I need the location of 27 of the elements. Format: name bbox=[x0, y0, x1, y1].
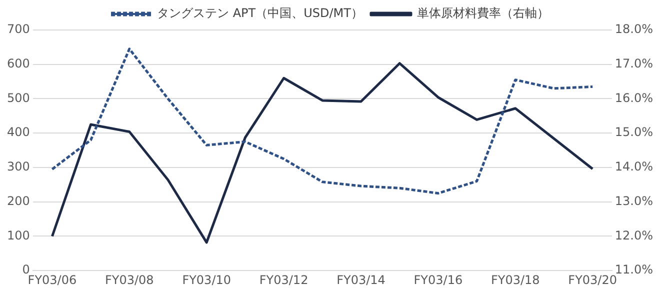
y-tick-label: 700 bbox=[7, 22, 30, 36]
y2-tick-label: 18.0% bbox=[614, 22, 654, 36]
x-tick-label: FY03/20 bbox=[568, 272, 617, 287]
legend-label: 単体原材料費率（右軸） bbox=[416, 6, 549, 20]
x-tick-label: FY03/12 bbox=[259, 272, 308, 287]
y2-tick-label: 13.0% bbox=[614, 194, 654, 208]
x-tick-label: FY03/18 bbox=[490, 272, 540, 287]
y2-tick-label: 15.0% bbox=[614, 125, 654, 140]
y2-tick-label: 16.0% bbox=[614, 90, 654, 105]
x-tick-label: FY03/14 bbox=[336, 272, 386, 287]
y-tick-label: 0 bbox=[22, 262, 30, 277]
y-tick-label: 100 bbox=[7, 228, 30, 242]
y2-tick-label: 11.0% bbox=[614, 262, 654, 277]
y2-tick-label: 17.0% bbox=[614, 56, 654, 70]
y-tick-label: 600 bbox=[7, 56, 30, 70]
legend-label: タングステン APT（中国、USD/MT） bbox=[157, 6, 363, 20]
x-tick-label: FY03/16 bbox=[414, 272, 463, 287]
y-tick-label: 200 bbox=[7, 194, 30, 208]
line-series bbox=[50, 48, 594, 195]
y2-tick-label: 14.0% bbox=[614, 160, 654, 174]
x-tick-label: FY03/06 bbox=[28, 272, 77, 287]
x-tick-label: FY03/08 bbox=[104, 272, 154, 287]
y2-tick-label: 12.0% bbox=[614, 228, 654, 242]
y-tick-label: 300 bbox=[7, 160, 30, 174]
x-tick-label: FY03/10 bbox=[182, 272, 232, 287]
y-tick-label: 500 bbox=[7, 90, 30, 105]
y-tick-label: 400 bbox=[7, 125, 30, 140]
